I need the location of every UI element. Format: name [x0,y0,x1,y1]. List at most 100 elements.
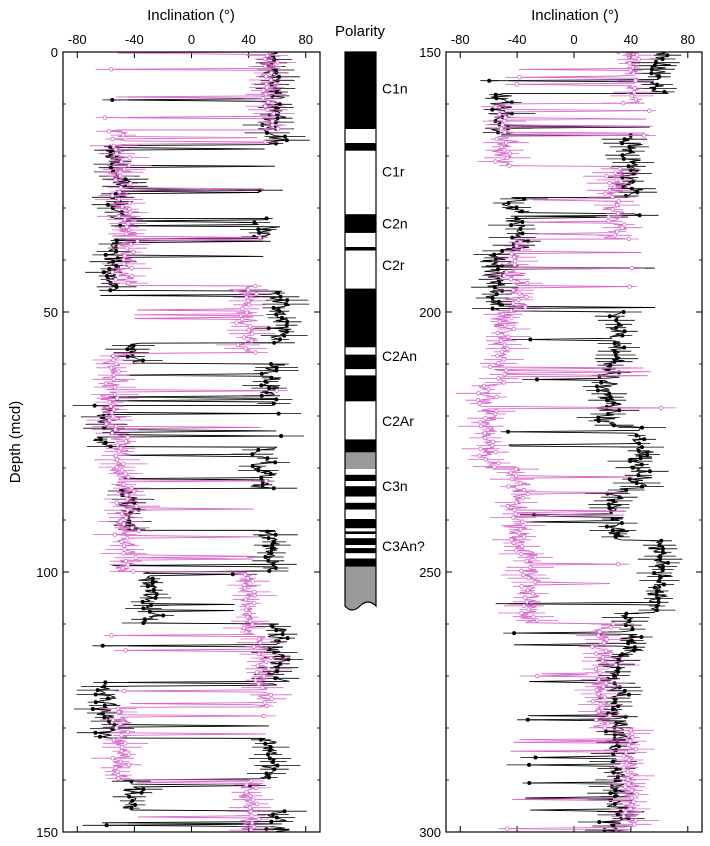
data-point [275,126,281,131]
polarity-blocks [345,52,376,610]
data-point [597,670,602,675]
data-point [496,299,501,304]
data-point [254,291,259,296]
data-point [636,473,641,478]
data-point [590,644,595,649]
data-point [274,628,279,633]
data-point [285,636,290,641]
data-point [608,625,614,630]
x-tick-label: -40 [508,32,527,47]
polarity-block-reversed [345,496,376,503]
data-point [270,543,275,548]
data-point [608,395,613,400]
data-point [116,709,121,715]
data-point [637,213,642,218]
data-point [621,765,626,770]
data-point [506,334,511,339]
data-point [495,353,500,358]
data-point [604,524,609,529]
data-point [624,761,629,766]
data-point [103,381,109,386]
data-point [490,107,495,112]
data-point [511,301,516,306]
data-point [627,284,632,289]
data-point [131,249,136,255]
data-point [110,148,114,153]
data-point [623,784,628,789]
data-point [110,717,116,722]
data-point [278,294,283,299]
data-point [150,576,155,581]
data-point [493,92,498,97]
data-point [117,189,122,195]
data-point [596,677,601,682]
data-point [496,267,500,272]
data-point [256,816,262,822]
data-point [514,548,519,553]
data-point [517,531,522,536]
data-point [630,465,635,470]
data-point [125,496,130,502]
data-point [131,489,137,494]
left-ylabel: Depth (mcd) [7,401,24,484]
data-point [129,350,134,355]
data-point [252,593,257,598]
right-inclination-panel: Inclination (°) -80 -40 0 40 80 150 200 250 300 [419,7,703,840]
data-point [122,217,127,222]
data-point [505,155,510,160]
data-point [600,658,605,664]
data-point [95,688,100,693]
data-point [107,417,112,423]
data-point [111,407,116,412]
data-point [243,597,248,602]
data-point [122,688,127,694]
data-point [250,464,255,469]
data-point [103,680,108,685]
data-point [518,480,523,486]
data-point [269,375,274,380]
data-point [141,787,146,792]
data-point [635,190,640,195]
data-point [502,273,507,278]
y-tick-label: 250 [419,565,441,580]
data-point [260,482,265,487]
data-point [250,797,256,802]
data-point [250,331,255,336]
data-point [116,776,121,781]
data-point [111,353,116,359]
data-point [511,540,516,546]
data-point [647,469,652,474]
data-point [272,650,277,655]
polarity-block-normal [345,375,376,402]
data-point [492,464,497,469]
data-point [662,582,667,587]
data-point [149,603,154,608]
data-point [524,294,529,300]
data-point [111,377,116,382]
data-point [655,589,660,593]
data-point [499,144,504,149]
data-point [612,341,617,346]
data-point [654,592,659,597]
data-point [261,88,266,93]
data-point [614,177,619,183]
data-point [493,104,498,109]
data-point [613,170,618,175]
data-point [520,231,525,236]
data-point [631,160,636,165]
data-point [286,657,291,662]
data-point [626,781,631,786]
data-point [620,333,625,338]
data-point [243,629,249,635]
data-point [93,700,98,705]
data-point [276,291,281,295]
data-point [106,128,112,134]
data-point [611,401,616,406]
data-point [267,569,272,573]
data-point [121,482,126,487]
data-point [634,433,639,438]
data-point [499,126,504,131]
data-point [111,372,117,378]
data-point [517,291,522,296]
data-point [478,446,483,451]
